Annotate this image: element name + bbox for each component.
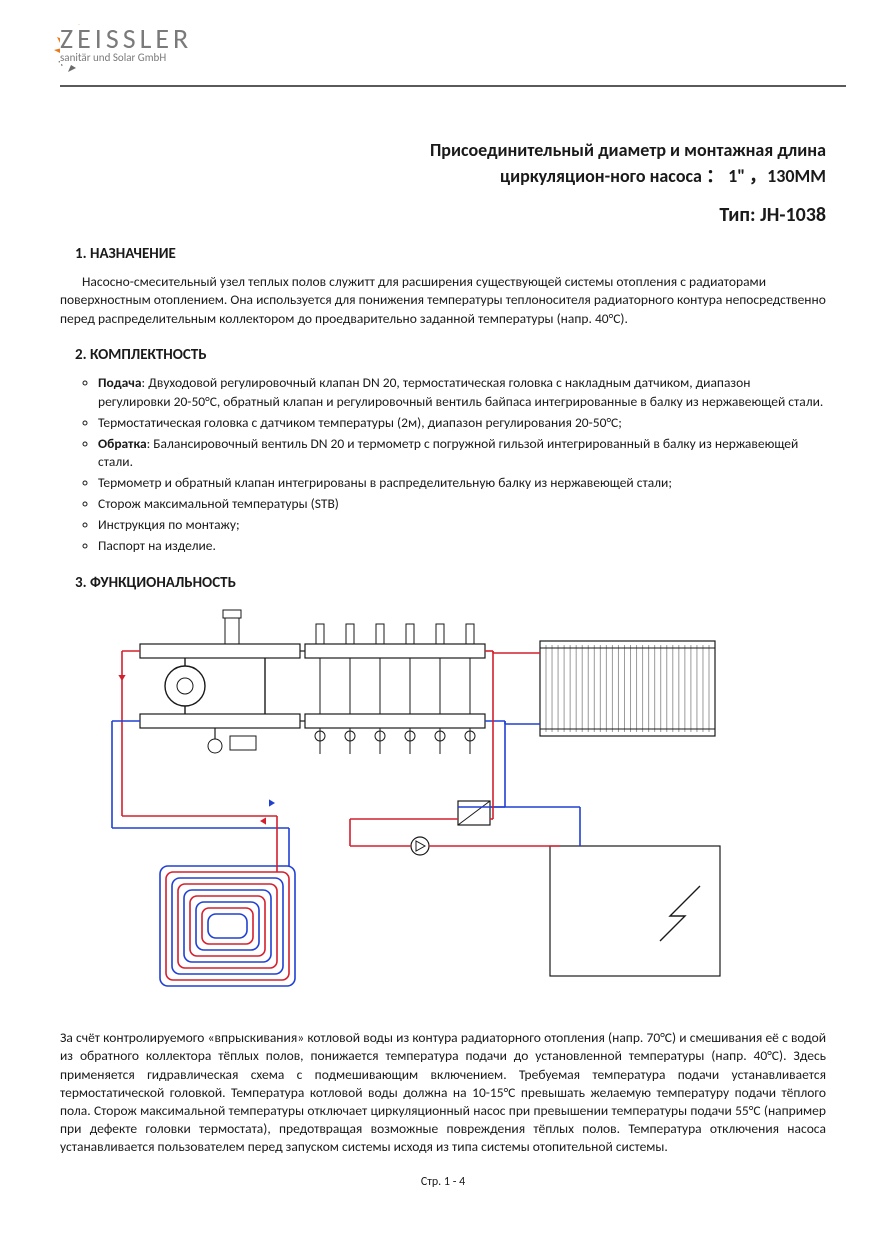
list-item: Подача: Двуходовой регулировочный клапан… <box>98 374 826 412</box>
list-item-text: : Балансировочный вентиль DN 20 и термом… <box>98 435 798 471</box>
header-rule <box>60 85 846 87</box>
list-item-text: Термометр и обратный клапан интегрирован… <box>98 474 672 491</box>
section-2: КОМПЛЕКТНОСТЬ Подача: Двуходовой регулир… <box>90 346 826 556</box>
section-3-body: За счёт контролируемого «впрыскивания» к… <box>60 1029 826 1157</box>
functional-diagram <box>100 606 826 1011</box>
list-item: Термостатическая головка с датчиком темп… <box>98 414 826 433</box>
section-list: НАЗНАЧЕНИЕ Насосно-смесительный узел теп… <box>60 245 826 1156</box>
brand-block: ZEISSLER sanitär und Solar GmbH <box>60 25 200 64</box>
list-item: Термометр и обратный клапан интегрирован… <box>98 474 826 493</box>
list-item: Инструкция по монтажу; <box>98 516 826 535</box>
list-item: Паспорт на изделие. <box>98 537 826 556</box>
section-2-heading: КОМПЛЕКТНОСТЬ <box>90 346 207 364</box>
title-block: Присоединительный диаметр и монтажная дл… <box>60 137 826 189</box>
title-sep: ： <box>702 165 728 187</box>
section-3: ФУНКЦИОНАЛЬНОСТЬ За счёт контролируемого… <box>90 574 826 1157</box>
page-footer: Стр. 1 - 4 <box>60 1175 826 1189</box>
list-item-text: : Двуходовой регулировочный клапан DN 20… <box>98 374 823 410</box>
title-line2-prefix: циркуляцион-ного насоса <box>500 165 702 187</box>
brand-name: ZEISSLER <box>60 25 192 53</box>
type-label: Тип: <box>719 203 760 227</box>
type-line: Тип: JH-1038 <box>60 203 826 227</box>
section-1: НАЗНАЧЕНИЕ Насосно-смесительный узел теп… <box>90 245 826 328</box>
section-1-body: Насосно-смесительный узел теплых полов с… <box>60 273 826 328</box>
type-value: JH-1038 <box>760 203 826 227</box>
list-item-text: Сторож максимальной температуры (STB) <box>98 495 339 512</box>
list-item: Сторож максимальной температуры (STB) <box>98 495 826 514</box>
list-item-text: Инструкция по монтажу; <box>98 516 240 533</box>
section-2-bullets: Подача: Двуходовой регулировочный клапан… <box>60 374 826 556</box>
title-line2-value: 1" ，130MM <box>728 165 826 187</box>
section-3-heading: ФУНКЦИОНАЛЬНОСТЬ <box>90 574 236 592</box>
title-line1: Присоединительный диаметр и монтажная дл… <box>430 139 826 161</box>
list-item-prefix: Подача <box>98 374 142 391</box>
list-item-text: Паспорт на изделие. <box>98 537 216 554</box>
list-item-prefix: Обратка <box>98 435 147 452</box>
list-item-text: Термостатическая головка с датчиком темп… <box>98 414 622 431</box>
section-1-heading: НАЗНАЧЕНИЕ <box>90 245 176 263</box>
list-item: Обратка: Балансировочный вентиль DN 20 и… <box>98 435 826 473</box>
